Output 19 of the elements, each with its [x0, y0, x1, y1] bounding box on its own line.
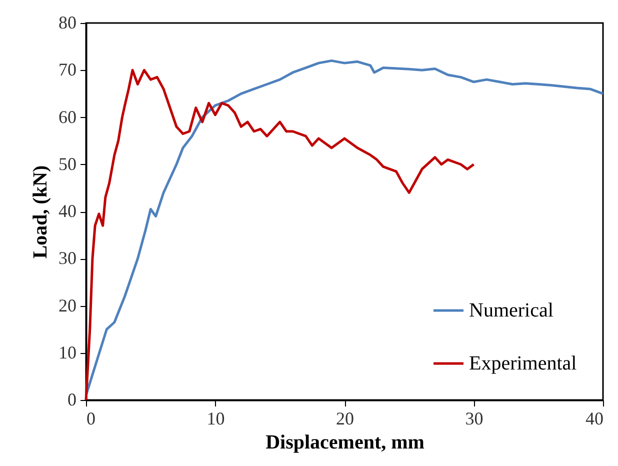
y-tick-label: 50 [58, 154, 76, 174]
x-tick-label: 20 [336, 408, 354, 428]
x-axis-title: Displacement, mm [266, 432, 425, 454]
y-tick-label: 0 [68, 390, 76, 410]
x-tick-label: 10 [206, 408, 225, 428]
y-tick-label: 40 [58, 201, 76, 221]
y-tick-label: 80 [58, 12, 76, 32]
line-series [84, 59, 604, 397]
legend-label: Numerical [469, 300, 554, 322]
legend-label: Experimental [469, 352, 578, 374]
y-axis-title: Load, (kN) [30, 165, 52, 259]
x-tick-label: 40 [586, 408, 604, 428]
y-tick-label: 30 [58, 248, 76, 268]
y-tick-label: 60 [58, 106, 76, 127]
y-tick-label: 10 [58, 342, 76, 362]
x-tick-label: 30 [465, 408, 484, 428]
y-tick-label: 20 [58, 295, 76, 316]
x-tick-label: 0 [86, 408, 96, 428]
y-tick-label: 70 [58, 60, 76, 80]
